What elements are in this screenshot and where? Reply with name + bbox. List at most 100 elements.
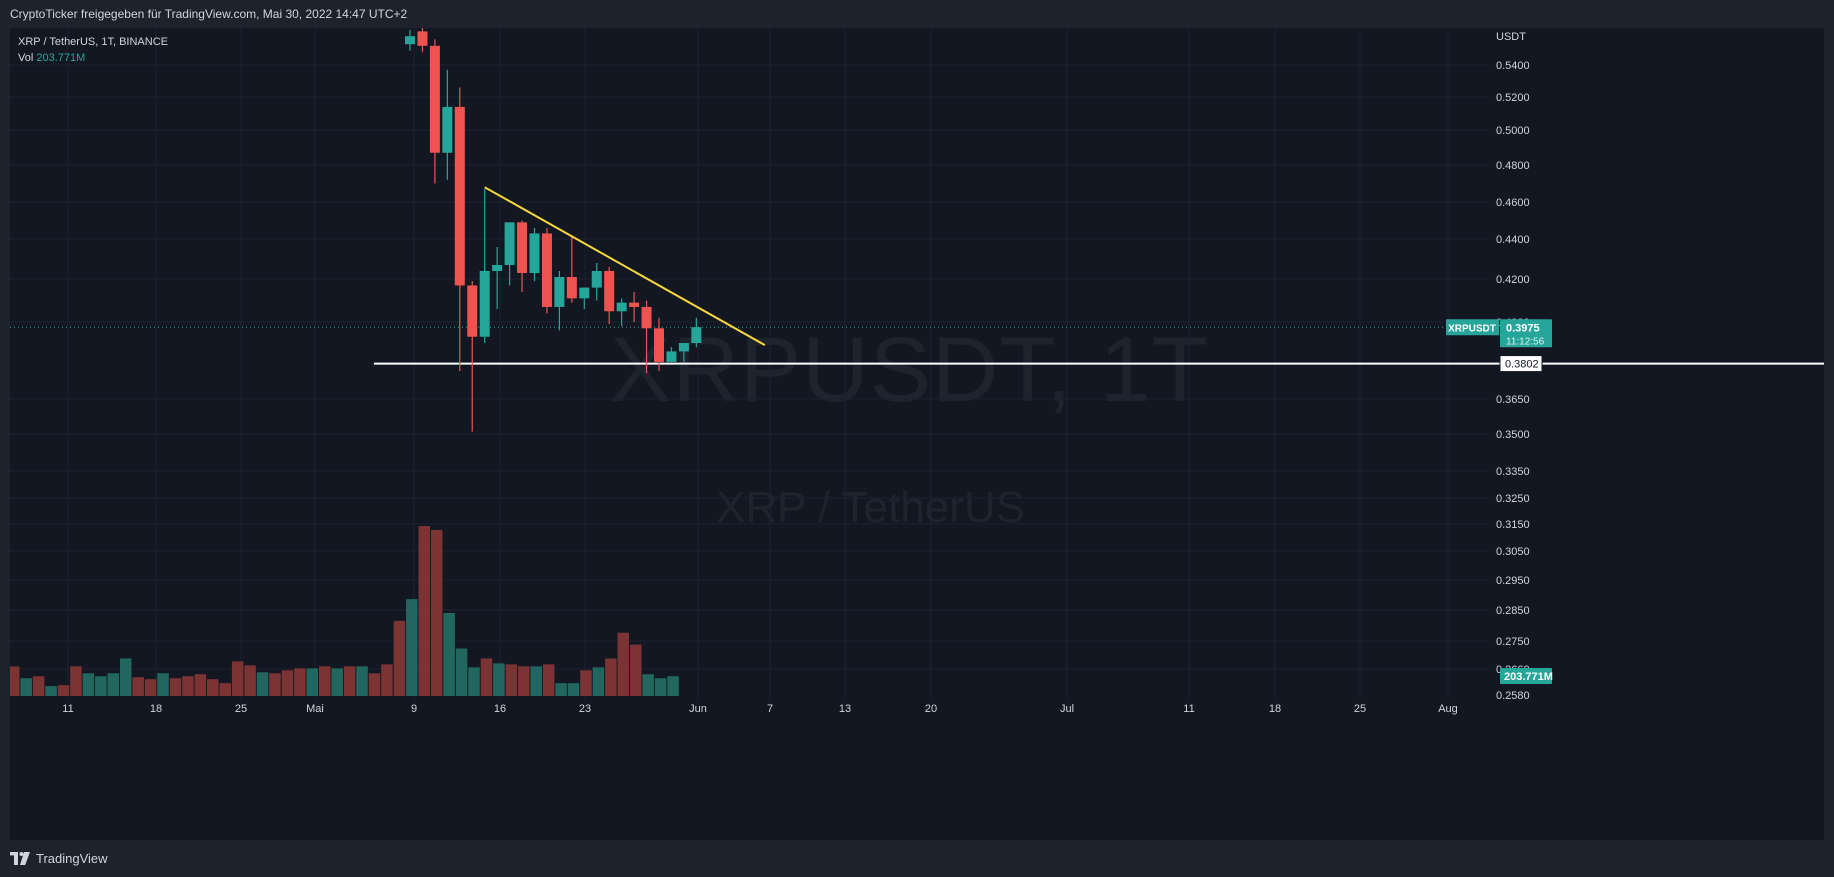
volume-bar [182, 676, 194, 696]
volume-bar [107, 673, 120, 696]
candle-body [529, 233, 540, 273]
volume-legend[interactable]: Vol 203.771M [18, 50, 168, 66]
candle-body [566, 277, 577, 299]
candle [492, 247, 503, 310]
volume-bar [493, 663, 505, 696]
volume-bar [518, 666, 530, 696]
chart-caption: CryptoTicker freigegeben für TradingView… [10, 7, 408, 21]
price-axis-label: 0.3500 [1496, 429, 1530, 441]
time-axis-label: 7 [767, 703, 773, 715]
candle [666, 347, 677, 362]
volume-bar [654, 678, 667, 696]
candle-body [654, 328, 664, 362]
candle [504, 222, 515, 286]
volume-bar [617, 632, 630, 696]
candle [678, 343, 689, 362]
footer-bar: TradingView [0, 840, 1834, 877]
volume-label: Vol [18, 52, 34, 64]
candle [629, 291, 640, 322]
volume-bar [605, 658, 617, 696]
price-chart[interactable]: USDT 0.5400 0.5200 0.5000 0.4800 0.4600 0.4400… [10, 28, 1824, 840]
volume-bar [119, 658, 132, 696]
price-axis-label: 0.4400 [1496, 234, 1530, 246]
volume-bar [480, 658, 493, 696]
volume-bar [642, 674, 654, 696]
candles [405, 28, 702, 432]
volume-bar [343, 666, 356, 696]
tradingview-brand[interactable]: TradingView [10, 851, 108, 866]
candle-body [541, 233, 552, 307]
volume-bar [555, 683, 567, 696]
volume-bar [592, 667, 605, 696]
symbol-info[interactable]: XRP / TetherUS, 1T, BINANCE [18, 36, 168, 48]
descending-trendline [484, 186, 766, 346]
volume-bar [194, 674, 207, 696]
grid-lines [10, 28, 1490, 700]
volume-bar [70, 666, 82, 696]
price-axis-label: 0.2750 [1496, 636, 1530, 648]
time-axis-label: 11 [62, 703, 73, 715]
candle-body [454, 106, 465, 286]
volume-bar [331, 668, 343, 696]
candle [566, 237, 577, 303]
volume-bar [45, 686, 57, 696]
volume-bar [580, 670, 592, 696]
candle-body [678, 343, 689, 352]
title-bar: CryptoTicker freigegeben für TradingView… [0, 0, 1834, 28]
last-price-tag: 0.3975 [1506, 322, 1540, 334]
price-axis-label: 0.5400 [1496, 60, 1530, 72]
volume-bar [530, 666, 542, 696]
candle [541, 227, 552, 314]
time-axis-label: 16 [494, 703, 506, 715]
candle-body [467, 285, 478, 337]
candle-body [517, 222, 528, 273]
chart-area[interactable]: XRPUSDT, 1T XRP / TetherUS USDT 0.5400 0.5… [10, 28, 1824, 840]
candle [654, 317, 664, 371]
volume-bar [20, 678, 32, 696]
volume-bar [256, 672, 269, 696]
volume-tag-bg [1500, 668, 1552, 684]
candle [517, 220, 528, 292]
volume-bars [10, 526, 679, 696]
time-axis-label: 25 [1354, 703, 1366, 715]
volume-bar [430, 529, 443, 696]
price-axis-label: 0.3350 [1496, 466, 1530, 478]
time-axis-label: 23 [579, 703, 591, 715]
candle [405, 29, 415, 51]
volume-bar [231, 661, 244, 696]
candle [442, 69, 453, 180]
volume-value: 203.771M [36, 52, 86, 64]
volume-tag: 203.771M [1504, 671, 1553, 683]
volume-bar [169, 678, 182, 696]
volume-bar [455, 648, 468, 696]
price-axis-label: 0.2580 [1496, 690, 1530, 702]
volume-bar [144, 679, 157, 696]
symbol-watermark: XRPUSDT, 1T [610, 319, 1209, 421]
time-axis-label: 18 [1269, 703, 1281, 715]
symbol-tag: XRPUSDT [1448, 323, 1496, 334]
price-axis-label: 0.4200 [1496, 274, 1530, 286]
price-axis-label: 0.3150 [1496, 519, 1530, 531]
volume-bar [219, 683, 231, 696]
candle [529, 227, 540, 282]
candle [604, 267, 615, 325]
volume-bar [381, 664, 393, 696]
last-price-tag-bg [1500, 319, 1552, 348]
candle-body [417, 31, 428, 46]
price-axis-label: 0.4800 [1496, 160, 1530, 172]
volume-bar [281, 670, 294, 696]
candle-body [691, 327, 702, 343]
volume-bar [567, 683, 580, 696]
support-price-tag: 0.3802 [1505, 359, 1539, 371]
price-axis-label: 0.4600 [1496, 197, 1530, 209]
time-axis-label: Mai [306, 703, 324, 715]
candle [591, 263, 602, 301]
chart-legend: XRP / TetherUS, 1T, BINANCE Vol 203.771M [18, 34, 168, 66]
volume-bar [319, 666, 331, 696]
time-axis-label: 11 [1183, 703, 1194, 715]
candle-body [591, 271, 602, 288]
time-axis-label: Jul [1060, 703, 1074, 715]
candle [691, 317, 702, 348]
candle-body [479, 271, 490, 337]
candle [454, 87, 465, 371]
